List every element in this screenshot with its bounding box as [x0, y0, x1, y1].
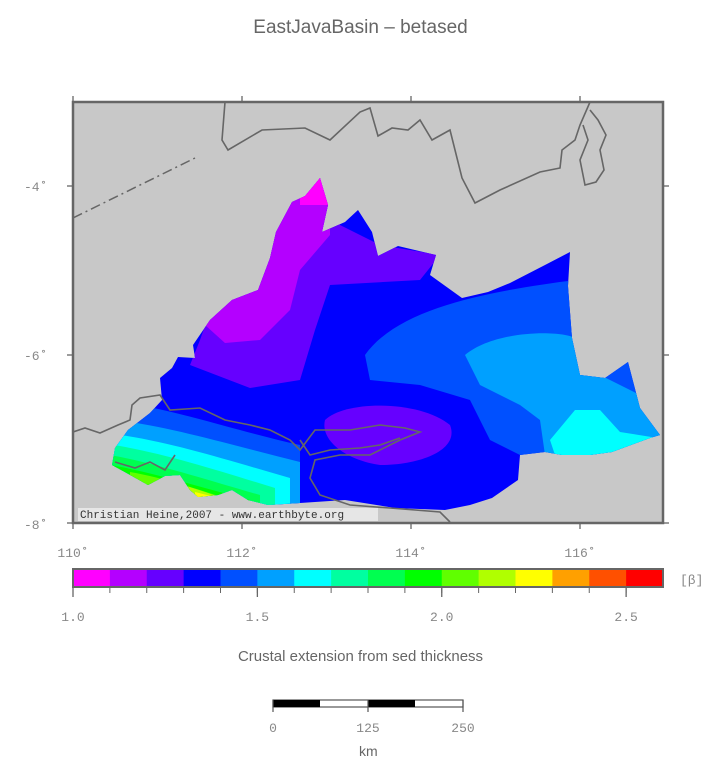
credit-background [78, 508, 378, 521]
scale-bar-label: 0 [269, 721, 277, 736]
madura-coast [299, 437, 401, 456]
colorbar-swatch [294, 569, 332, 587]
borneo-coast [221, 102, 591, 205]
scale-bar-segment [368, 700, 415, 707]
map-title: EastJavaBasin – betased [253, 17, 468, 38]
lat-tick-label: -6˚ [24, 349, 47, 364]
colorbar-swatch [589, 569, 627, 587]
java-coast [73, 394, 451, 523]
colorbar-swatch [220, 569, 258, 587]
boundary-line [73, 157, 196, 219]
colorbar-tick-label: 1.5 [246, 610, 269, 625]
colorbar-swatch [515, 569, 553, 587]
coastlines [73, 102, 607, 523]
colorbar-swatch [478, 569, 516, 587]
colorbar-swatch [109, 569, 148, 587]
colorbar-tick-label: 2.0 [430, 610, 453, 625]
colorbar-swatch [626, 569, 664, 587]
colorbar-swatch [146, 569, 185, 587]
contour-inner-low [324, 405, 452, 465]
colorbar-tick-label: 2.5 [614, 610, 637, 625]
colorbar-unit: [β] [680, 573, 703, 588]
scale-bar: 0 125 250 [269, 699, 475, 736]
axis-ticks [67, 96, 669, 529]
colorbar-swatch [331, 569, 369, 587]
sulawesi-coast [579, 109, 607, 186]
credit-text: Christian Heine,2007 - www.earthbyte.org [80, 510, 344, 522]
scale-bar-segment [273, 700, 320, 707]
colorbar-ticks: 1.0 1.5 2.0 2.5 [61, 587, 638, 625]
scale-bar-label: 250 [451, 721, 474, 736]
colorbar-caption: Crustal extension from sed thickness [237, 648, 484, 665]
lon-tick-label: 114˚ [395, 546, 426, 561]
lat-tick-label: -4˚ [24, 180, 47, 195]
colorbar-swatch [441, 569, 480, 587]
colorbar-swatch [183, 569, 221, 587]
colorbar-tick-label: 1.0 [61, 610, 84, 625]
map-frame [71, 100, 665, 525]
lon-tick-label: 112˚ [226, 546, 257, 561]
scale-bar-unit: km [359, 743, 378, 759]
lat-tick-label: -8˚ [24, 518, 47, 533]
scale-bar-label: 125 [356, 721, 379, 736]
java-south-coast [114, 454, 176, 472]
lon-tick-label: 116˚ [564, 546, 595, 561]
colorbar-swatch [368, 569, 406, 587]
colorbar [73, 569, 664, 587]
colorbar-swatch [257, 569, 295, 587]
lon-tick-label: 110˚ [57, 546, 88, 561]
colorbar-swatch [73, 569, 111, 587]
colorbar-swatch [552, 569, 590, 587]
colorbar-swatch [404, 569, 443, 587]
